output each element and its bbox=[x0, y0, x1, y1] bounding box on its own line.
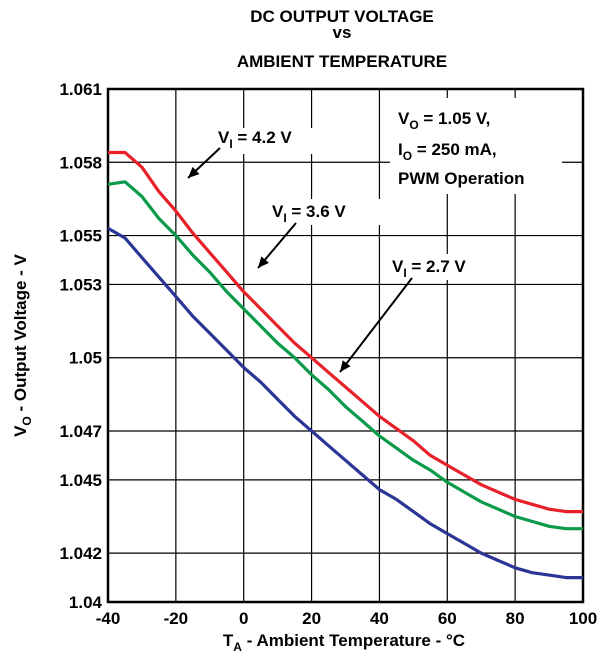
y-tick-label: 1.042 bbox=[59, 544, 102, 563]
x-tick-label: -40 bbox=[96, 609, 121, 628]
x-tick-label: 40 bbox=[370, 609, 389, 628]
condition-line-2: IO = 250 mA, bbox=[398, 140, 497, 163]
series-label-1: VI = 4.2 V bbox=[218, 128, 292, 151]
conditions-bg bbox=[390, 98, 562, 194]
x-tick-label: 0 bbox=[239, 609, 248, 628]
tick-labels: -40 -20 0 20 40 60 80 100 1.04 1.042 1.045 1.047 1.0… bbox=[59, 80, 597, 628]
series-arrow-line-3 bbox=[339, 277, 413, 373]
y-tick-label: 1.061 bbox=[59, 80, 102, 99]
series-label-bg-1 bbox=[212, 128, 330, 154]
title-line-2: vs bbox=[333, 23, 352, 42]
series-label-bg-2 bbox=[266, 199, 392, 225]
series-arrowhead-1 bbox=[188, 166, 200, 178]
condition-line-1: VO = 1.05 V, bbox=[398, 109, 490, 132]
y-tick-label: 1.058 bbox=[59, 153, 102, 172]
grid bbox=[108, 89, 583, 602]
series-line-2 bbox=[107, 180, 583, 531]
y-tick-label: 1.055 bbox=[59, 227, 102, 246]
series-arrowhead-2 bbox=[258, 256, 269, 268]
x-tick-label: -20 bbox=[164, 609, 189, 628]
x-axis-label: TA - Ambient Temperature - °C bbox=[223, 631, 465, 654]
y-tick-label: 1.04 bbox=[69, 593, 103, 612]
series-label-3: VI = 2.7 V bbox=[392, 257, 466, 280]
annotations: VI = 4.2 V VI = 3.6 V VI = 2.7 V VO = 1.05 … bbox=[187, 98, 562, 373]
y-tick-label: 1.053 bbox=[59, 275, 102, 294]
y-tick-label: 1.045 bbox=[59, 471, 102, 490]
title-line-3: AMBIENT TEMPERATURE bbox=[237, 52, 447, 71]
condition-line-3: PWM Operation bbox=[398, 169, 525, 188]
series-arrowhead-3 bbox=[340, 360, 351, 372]
series-label-bg-3 bbox=[386, 254, 504, 280]
series-lines bbox=[107, 150, 583, 580]
x-tick-label: 60 bbox=[438, 609, 457, 628]
axis-labels: TA - Ambient Temperature - °C VO - Output… bbox=[11, 253, 465, 654]
x-tick-label: 80 bbox=[506, 609, 525, 628]
y-axis-label: VO - Output Voltage - V bbox=[11, 253, 34, 436]
series-label-2: VI = 3.6 V bbox=[272, 202, 346, 225]
series-line-3 bbox=[107, 226, 583, 580]
y-tick-label: 1.05 bbox=[69, 349, 102, 368]
x-tick-label: 100 bbox=[569, 609, 597, 628]
title-line-1: DC OUTPUT VOLTAGE bbox=[250, 7, 434, 26]
series-line-1 bbox=[108, 150, 583, 514]
y-tick-label: 1.047 bbox=[59, 422, 102, 441]
plot-frame bbox=[106, 87, 585, 604]
x-tick-label: 20 bbox=[302, 609, 321, 628]
